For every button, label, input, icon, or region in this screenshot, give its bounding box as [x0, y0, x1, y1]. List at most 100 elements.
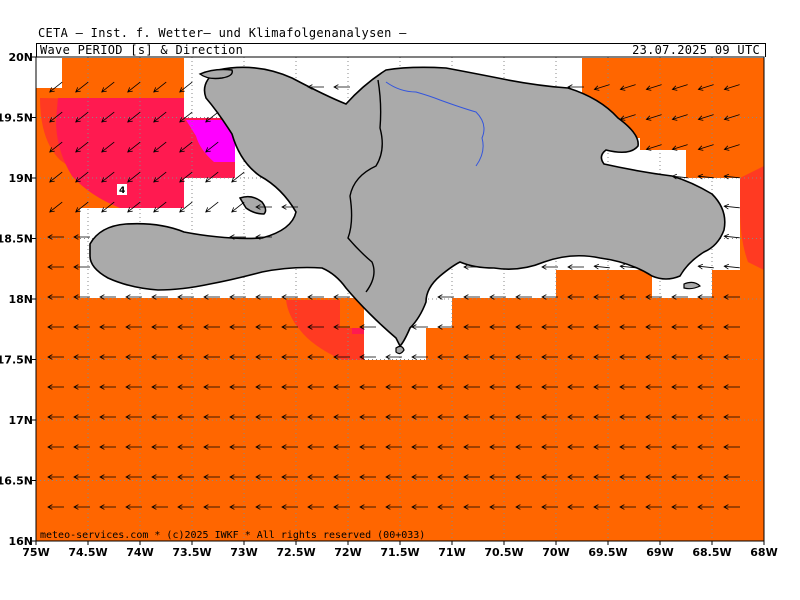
direction-arrow	[205, 141, 219, 153]
direction-arrow	[47, 474, 64, 480]
direction-arrow	[541, 414, 558, 420]
lon-tick-label: 69W	[646, 546, 673, 559]
chart-title: CETA – Inst. f. Wetter– und Klimafolgena…	[38, 26, 407, 40]
direction-arrow	[593, 414, 610, 420]
direction-arrow	[515, 504, 532, 510]
direction-arrow	[281, 384, 298, 390]
direction-arrow	[127, 81, 141, 93]
direction-arrow	[177, 384, 194, 390]
direction-arrow	[619, 84, 636, 91]
direction-arrow	[99, 294, 116, 300]
direction-arrow	[645, 144, 662, 151]
direction-arrow	[151, 294, 168, 300]
direction-arrow	[515, 294, 532, 300]
direction-arrow	[127, 141, 141, 153]
direction-arrow	[359, 414, 376, 420]
direction-arrow	[671, 354, 688, 360]
direction-arrow	[99, 384, 116, 390]
direction-arrow	[437, 384, 454, 390]
direction-arrow	[177, 474, 194, 480]
direction-arrow	[49, 201, 63, 213]
direction-arrow	[73, 234, 90, 240]
direction-arrow	[671, 84, 688, 91]
direction-arrow	[333, 504, 350, 510]
direction-arrow	[463, 354, 480, 360]
direction-arrow	[99, 444, 116, 450]
period-fill-red-east	[740, 166, 764, 270]
direction-arrow	[619, 263, 636, 270]
direction-arrow	[411, 474, 428, 480]
saona-island	[683, 281, 702, 290]
direction-arrow	[151, 324, 168, 330]
direction-arrow	[307, 324, 324, 330]
direction-arrow	[515, 444, 532, 450]
direction-arrow	[125, 444, 142, 450]
direction-arrow	[593, 384, 610, 390]
direction-arrow	[567, 84, 584, 90]
direction-arrow	[307, 414, 324, 420]
direction-arrow	[229, 354, 246, 360]
direction-arrow	[47, 354, 64, 360]
lon-tick-label: 72W	[334, 546, 361, 559]
lat-tick-label: 17.5N	[0, 354, 33, 367]
direction-arrow	[593, 294, 610, 300]
direction-arrow	[723, 84, 740, 91]
direction-arrow	[697, 263, 714, 270]
direction-arrow	[619, 384, 636, 390]
direction-arrow	[99, 324, 116, 330]
direction-arrow	[723, 474, 740, 480]
direction-arrow	[229, 504, 246, 510]
direction-arrow	[307, 384, 324, 390]
valid-time: 23.07.2025 09 UTC	[632, 43, 760, 57]
direction-arrow	[593, 504, 610, 510]
direction-arrow	[333, 384, 350, 390]
direction-arrow	[101, 171, 115, 183]
direction-arrow	[385, 474, 402, 480]
direction-arrow	[463, 414, 480, 420]
direction-arrow	[437, 504, 454, 510]
direction-arrow	[47, 234, 64, 240]
direction-arrow	[99, 504, 116, 510]
period-fill-magenta	[186, 120, 235, 162]
direction-arrow	[411, 324, 428, 330]
direction-arrow	[515, 414, 532, 420]
direction-arrow	[593, 444, 610, 450]
direction-arrow	[153, 111, 167, 123]
direction-arrow	[671, 173, 688, 180]
direction-arrow	[645, 474, 662, 480]
direction-arrow	[723, 173, 740, 180]
direction-arrow	[101, 81, 115, 93]
direction-arrow	[203, 414, 220, 420]
direction-arrow	[619, 474, 636, 480]
direction-arrow	[177, 324, 194, 330]
direction-arrow	[411, 384, 428, 390]
hispaniola-landmass	[89, 66, 726, 348]
direction-arrow	[411, 444, 428, 450]
direction-arrow	[255, 204, 272, 210]
direction-arrow	[73, 294, 90, 300]
direction-arrow	[73, 474, 90, 480]
direction-arrow	[333, 324, 350, 330]
direction-arrow	[359, 324, 376, 330]
direction-arrow	[281, 444, 298, 450]
direction-arrow	[697, 114, 714, 121]
direction-arrow	[125, 294, 142, 300]
direction-arrow	[593, 354, 610, 360]
direction-arrow	[255, 384, 272, 390]
direction-arrow	[489, 414, 506, 420]
direction-arrow	[671, 384, 688, 390]
direction-arrow	[593, 263, 610, 270]
direction-arrow	[671, 324, 688, 330]
direction-arrow	[127, 111, 141, 123]
direction-arrow	[385, 414, 402, 420]
country-border	[347, 79, 383, 293]
direction-arrow	[205, 171, 219, 183]
direction-arrow	[437, 354, 454, 360]
direction-arrow	[723, 233, 740, 240]
direction-arrow	[179, 111, 193, 123]
direction-arrow	[567, 474, 584, 480]
contour-label-box	[117, 184, 127, 195]
direction-arrow	[75, 201, 89, 213]
direction-arrow	[489, 504, 506, 510]
direction-arrow	[723, 384, 740, 390]
